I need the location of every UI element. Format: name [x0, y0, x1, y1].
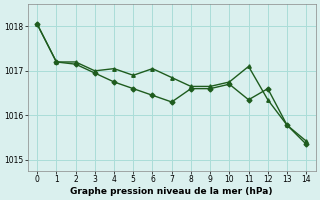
X-axis label: Graphe pression niveau de la mer (hPa): Graphe pression niveau de la mer (hPa) [70, 187, 273, 196]
